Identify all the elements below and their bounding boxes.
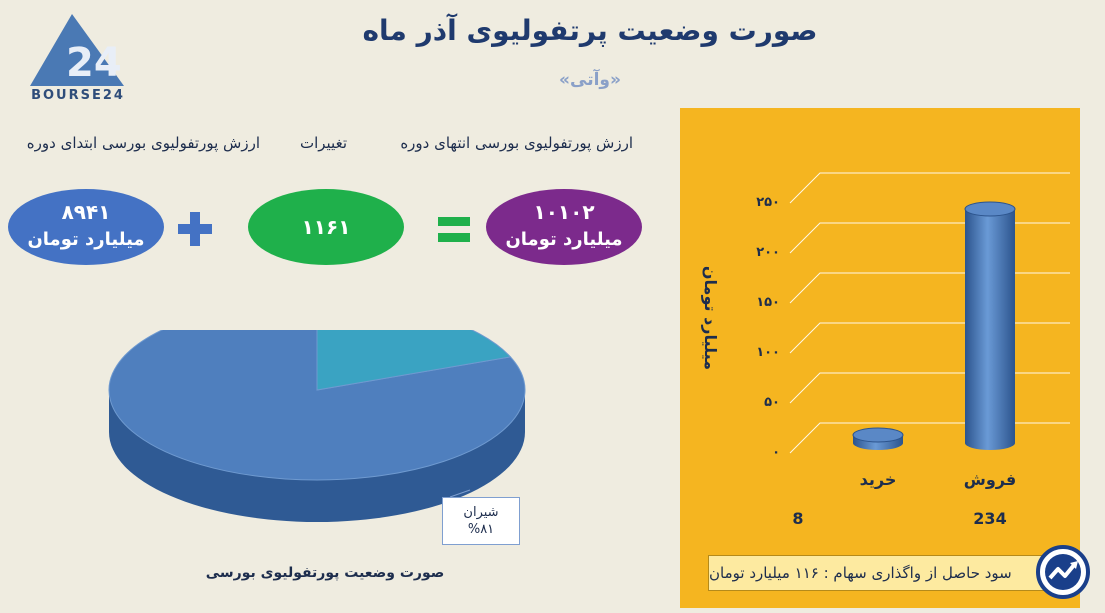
profit-note-text: سود حاصل از واگذاری سهام : ۱۱۶ میلیارد ت… — [709, 564, 1012, 582]
pie-slice-value-label: %۸۱ — [467, 522, 495, 537]
grid-line — [789, 422, 1070, 454]
start-value-label: ارزش پورتفولیوی بورسی ابتدای دوره — [26, 134, 260, 152]
bar-value-label: 8 — [792, 509, 804, 528]
pie-side — [109, 390, 525, 522]
svg-text:24: 24 — [66, 40, 122, 86]
pie-slice-label: شیران — [463, 505, 499, 520]
y-tick-label: ۱۵۰ — [756, 295, 780, 310]
pie-title: صورت وضعیت پورتفولیوی بورسی — [205, 565, 445, 581]
grid-line — [789, 272, 1070, 304]
bar — [852, 427, 904, 450]
x-category-label: خرید — [859, 470, 897, 489]
plus-icon — [178, 212, 212, 246]
pie-slice — [108, 330, 526, 481]
end-value-badge: ۱۰۱۰۲ میلیارد تومان — [486, 189, 642, 265]
bar-value-label: 234 — [973, 509, 1007, 528]
bar — [964, 201, 1016, 450]
pie-chart — [108, 330, 526, 522]
grid-line — [789, 222, 1070, 254]
page-subtitle: «وآتی» — [559, 70, 621, 90]
start-value-badge: ۸۹۴۱ میلیارد تومان — [8, 189, 164, 265]
pie-leader-line — [449, 489, 471, 498]
start-value: ۸۹۴۱ — [61, 200, 111, 224]
y-tick-label: ۵۰ — [764, 395, 780, 410]
y-tick-label: ۱۰۰ — [756, 345, 780, 360]
end-value-label: ارزش پورتفولیوی بورسی انتهای دوره — [400, 134, 633, 152]
y-tick-label: ۰ — [772, 445, 780, 460]
profit-note: سود حاصل از واگذاری سهام : ۱۱۶ میلیارد ت… — [708, 555, 1074, 591]
start-unit: میلیارد تومان — [27, 229, 145, 250]
trend-logo-icon — [1036, 545, 1090, 599]
y-tick-label: ۲۵۰ — [756, 195, 780, 210]
bar-chart — [789, 172, 1070, 454]
change-value-badge: ۱۱۶۱ — [248, 189, 404, 265]
logo-text: BOURSE24 — [31, 88, 125, 103]
page-title: صورت وضعیت پرتفولیوی آذر ماه — [362, 14, 818, 47]
pie-callout: شیران %۸۱ — [442, 497, 520, 545]
end-value: ۱۰۱۰۲ — [533, 200, 595, 224]
change-label: تغییرات — [299, 134, 347, 152]
grid-line — [789, 372, 1070, 404]
grid-line — [789, 172, 1070, 204]
grid-line — [789, 322, 1070, 354]
y-axis-title: میلیارد تومان — [701, 265, 720, 370]
y-tick-label: ۲۰۰ — [756, 245, 780, 260]
change-value: ۱۱۶۱ — [301, 215, 351, 239]
x-category-label: فروش — [963, 470, 1017, 489]
equals-icon — [438, 217, 470, 242]
pie-slice — [316, 330, 512, 391]
end-unit: میلیارد تومان — [505, 229, 623, 250]
bourse24-logo: 24 — [30, 14, 124, 86]
